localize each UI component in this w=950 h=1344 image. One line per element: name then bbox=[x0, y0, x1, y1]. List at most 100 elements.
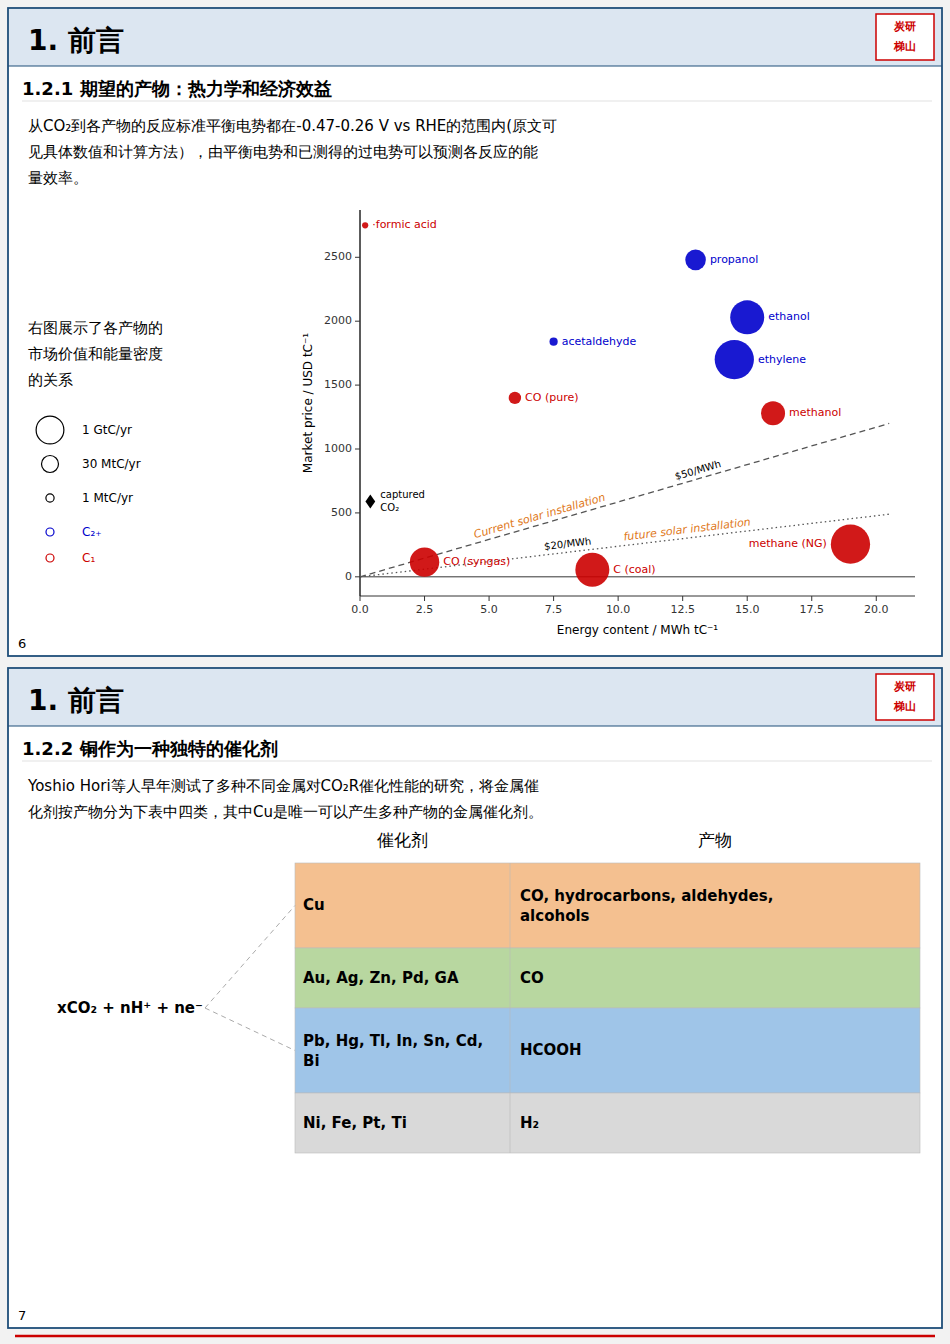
body-text: Yoshio Hori等人早年测试了多种不同金属对CO₂R催化性能的研究，将金属… bbox=[27, 777, 539, 795]
zero-line bbox=[360, 576, 915, 577]
y-tick-label: 1000 bbox=[324, 442, 352, 455]
x-tick-label: 20.0 bbox=[864, 603, 889, 616]
table-product: H₂ bbox=[520, 1114, 539, 1132]
header-bar bbox=[9, 669, 941, 726]
slide-background bbox=[8, 668, 942, 1328]
slide-subtitle: 1.2.1 期望的产物：热力学和经济效益 bbox=[22, 78, 332, 99]
slide-subtitle: 1.2.2 铜作为一种独特的催化剂 bbox=[22, 738, 278, 759]
x-tick bbox=[553, 596, 554, 601]
point-label: ·formic acid bbox=[372, 218, 437, 231]
table-catalyst: Pb, Hg, Tl, In, Sn, Cd,Bi bbox=[303, 1031, 483, 1069]
table-product: CO, hydrocarbons, aldehydes,alcohols bbox=[520, 886, 773, 924]
y-tick bbox=[355, 257, 360, 258]
reference-line-label: $20/MWh bbox=[544, 535, 592, 551]
y-tick bbox=[355, 321, 360, 322]
bubble bbox=[761, 401, 785, 425]
y-tick-label: 2000 bbox=[324, 314, 352, 327]
stamp-text: 梯山 bbox=[893, 700, 916, 713]
legend-size-marker bbox=[42, 456, 59, 473]
table-header: 产物 bbox=[698, 830, 732, 850]
subtitle-rule bbox=[22, 761, 932, 762]
slide-title: 1. 前言 bbox=[28, 684, 124, 717]
header-bar bbox=[9, 9, 941, 66]
x-tick bbox=[876, 596, 877, 601]
plot-area bbox=[360, 222, 889, 587]
bubble bbox=[509, 392, 521, 404]
header-rule bbox=[8, 726, 942, 727]
table-row bbox=[295, 863, 920, 948]
bottom-rule bbox=[15, 1335, 935, 1338]
bubble bbox=[730, 300, 764, 334]
slide-title: 1. 前言 bbox=[28, 24, 124, 57]
x-tick bbox=[618, 596, 619, 601]
x-tick-label: 2.5 bbox=[416, 603, 434, 616]
reference-line bbox=[360, 514, 889, 577]
chart-labels: $50/MWhCurrent solar installation$20/MWh… bbox=[372, 218, 841, 575]
x-tick bbox=[424, 596, 425, 601]
legend-marker bbox=[46, 528, 54, 536]
y-tick-label: 2500 bbox=[324, 250, 352, 263]
point-label: CO (syngas) bbox=[443, 555, 510, 568]
y-tick-label: 1500 bbox=[324, 378, 352, 391]
bubble bbox=[685, 250, 706, 271]
body-text: 量效率。 bbox=[28, 169, 88, 187]
bubble bbox=[575, 553, 609, 587]
table-catalyst: Ni, Fe, Pt, Ti bbox=[303, 1114, 407, 1132]
column-divider bbox=[510, 1093, 511, 1153]
legend-marker bbox=[46, 554, 54, 562]
y-tick bbox=[355, 576, 360, 577]
legend: 1 GtC/yr30 MtC/yr1 MtC/yrC₂₊C₁ bbox=[36, 416, 141, 564]
table-row bbox=[295, 1093, 920, 1153]
x-tick-label: 15.0 bbox=[735, 603, 760, 616]
table-product: CO bbox=[520, 969, 544, 987]
marker-label: captured bbox=[380, 489, 425, 500]
column-divider bbox=[510, 948, 511, 1008]
subtitle-rule bbox=[22, 101, 932, 102]
table-row bbox=[295, 948, 920, 1008]
y-axis-label: Market price / USD tC⁻¹ bbox=[301, 333, 315, 473]
table: 催化剂产物CuCO, hydrocarbons, aldehydes,alcoh… bbox=[295, 830, 920, 1153]
y-tick-label: 500 bbox=[331, 506, 352, 519]
column-divider bbox=[510, 863, 511, 948]
side-text: 右图展示了各产物的 bbox=[28, 319, 163, 337]
marker-point bbox=[365, 494, 375, 508]
chart: 0.02.55.07.510.012.515.017.520.005001000… bbox=[301, 210, 915, 637]
y-tick bbox=[355, 449, 360, 450]
x-tick bbox=[360, 596, 361, 601]
side-text: 的关系 bbox=[28, 371, 73, 389]
y-tick bbox=[355, 385, 360, 386]
y-tick bbox=[355, 512, 360, 513]
bubble bbox=[715, 340, 754, 379]
bubble bbox=[549, 338, 557, 346]
x-tick-label: 7.5 bbox=[545, 603, 563, 616]
connector bbox=[205, 1008, 295, 1051]
point-label: methane (NG) bbox=[749, 537, 827, 550]
reference-line bbox=[360, 423, 889, 576]
legend-size-marker bbox=[46, 494, 54, 502]
x-tick-label: 12.5 bbox=[670, 603, 695, 616]
body-text: 化剂按产物分为下表中四类，其中Cu是唯一可以产生多种产物的金属催化剂。 bbox=[28, 803, 543, 821]
legend-size-marker bbox=[36, 416, 64, 444]
point-label: acetaldehyde bbox=[562, 335, 637, 348]
point-label: methanol bbox=[789, 406, 841, 419]
page: 1. 前言炭研梯山1.2.1 期望的产物：热力学和经济效益从CO₂到各产物的反应… bbox=[0, 0, 950, 1344]
point-label: ethanol bbox=[768, 310, 810, 323]
x-axis-label: Energy content / MWh tC⁻¹ bbox=[557, 623, 718, 637]
equation: xCO₂ + nH⁺ + ne⁻ bbox=[57, 999, 203, 1017]
y-axis-line bbox=[360, 210, 361, 596]
table-row bbox=[295, 1008, 920, 1093]
legend-label: C₁ bbox=[82, 551, 95, 565]
table-header: 催化剂 bbox=[377, 830, 428, 850]
point-label: ethylene bbox=[758, 353, 806, 366]
legend-label: 1 GtC/yr bbox=[82, 423, 132, 437]
annotation: future solar installation bbox=[623, 516, 752, 544]
bubble bbox=[831, 525, 870, 564]
point-label: propanol bbox=[710, 253, 758, 266]
y-tick-label: 0 bbox=[345, 570, 352, 583]
x-tick bbox=[811, 596, 812, 601]
stamp-text: 梯山 bbox=[893, 40, 916, 53]
legend-label: 1 MtC/yr bbox=[82, 491, 133, 505]
annotation: Current solar installation bbox=[472, 491, 607, 541]
stamp-box bbox=[876, 674, 934, 720]
x-tick bbox=[682, 596, 683, 601]
